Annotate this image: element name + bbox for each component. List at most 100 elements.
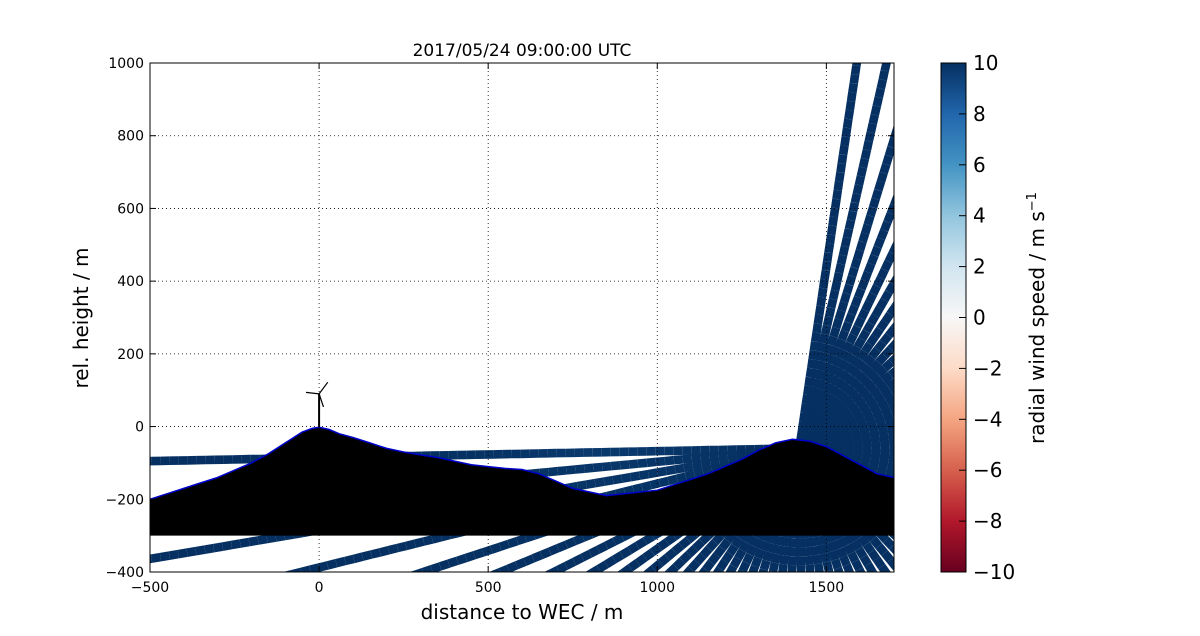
- scan-cell: [897, 513, 905, 518]
- scan-cell: [1150, 161, 1157, 167]
- scan-cell: [866, 334, 879, 347]
- scan-cell: [387, 543, 399, 555]
- scan-cell: [886, 397, 894, 409]
- scan-cell: [791, 583, 792, 592]
- scan-cell: [1101, 539, 1110, 542]
- scan-cell: [989, 505, 998, 508]
- scan-cell: [831, 558, 842, 570]
- scan-cell: [842, 340, 854, 353]
- scan-cell: [845, 275, 857, 287]
- scan-cell: [864, 562, 877, 572]
- scan-cell: [860, 270, 872, 283]
- scan-cell: [901, 506, 909, 511]
- scan-cell: [464, 551, 476, 563]
- scan-cell: [1107, 294, 1115, 298]
- scan-cell: [1127, 574, 1135, 577]
- scan-cell: [914, 474, 923, 476]
- scan-cell: [858, 329, 871, 342]
- scan-cell: [1079, 280, 1087, 285]
- scan-cell: [880, 259, 893, 272]
- scan-cell: [927, 113, 930, 121]
- scan-cell: [843, 543, 856, 556]
- scan-cell: [1140, 208, 1147, 213]
- scan-cell: [498, 539, 510, 551]
- scan-cell: [585, 569, 591, 572]
- scan-cell: [855, 546, 868, 559]
- scan-cell: [807, 358, 817, 369]
- scan-cell: [664, 548, 678, 561]
- scan-cell: [881, 311, 894, 325]
- scan-cell: [900, 292, 905, 299]
- scan-cell: [1135, 129, 1142, 135]
- scan-cell: [996, 97, 1001, 105]
- terrain-outline: [150, 426, 894, 501]
- scan-cell: [1161, 104, 1168, 110]
- scan-cell: [796, 429, 807, 441]
- scan-cell: [1062, 196, 1069, 202]
- scan-cell: [431, 533, 443, 544]
- scan-cell: [828, 289, 840, 301]
- scan-cell: [905, 560, 911, 567]
- scan-cell: [970, 83, 974, 91]
- scan-cell: [869, 284, 881, 296]
- scan-cell: [275, 576, 284, 578]
- scan-cell: [822, 561, 834, 572]
- scan-cell: [721, 582, 725, 590]
- scan-cell: [1188, 217, 1196, 222]
- scan-cell: [650, 559, 664, 572]
- scan-cell: [1075, 404, 1084, 405]
- scan-cell: [897, 494, 905, 498]
- scan-cell: [1077, 555, 1085, 558]
- scan-cell: [1111, 229, 1118, 234]
- scan-cell: [779, 554, 789, 565]
- scan-cell: [822, 381, 835, 394]
- scan-cell: [982, 243, 988, 250]
- scan-cell: [698, 566, 710, 572]
- scan-cell: [635, 537, 648, 550]
- y-tick-label: 0: [135, 420, 144, 436]
- scan-cell: [1010, 342, 1018, 346]
- scan-cell: [889, 544, 894, 555]
- scan-cell: [612, 533, 625, 546]
- scan-cell: [1155, 198, 1162, 203]
- scan-cell: [1091, 354, 1100, 357]
- scan-cell: [899, 526, 906, 532]
- scan-cell: [888, 243, 894, 255]
- scan-cell: [882, 536, 894, 550]
- scan-cell: [920, 543, 927, 549]
- scan-cell: [1155, 271, 1163, 275]
- scan-cell: [907, 253, 912, 261]
- scan-cell: [913, 420, 922, 422]
- scan-cell: [687, 559, 701, 572]
- scan-cell: [759, 578, 762, 587]
- scan-cell: [603, 475, 614, 486]
- scan-cell: [992, 105, 997, 113]
- y-tick-label: 600: [117, 201, 144, 217]
- scan-cell: [909, 490, 917, 493]
- colorbar-tick-label: 10: [973, 51, 998, 75]
- scan-cell: [780, 582, 781, 591]
- scan-cell: [882, 154, 894, 166]
- scan-cell: [1147, 498, 1156, 499]
- scan-cell: [750, 556, 763, 568]
- scan-cell: [904, 518, 912, 523]
- scan-cell: [574, 464, 585, 474]
- scan-cell: [1160, 332, 1169, 335]
- scan-cell: [972, 546, 980, 550]
- scan-cell: [933, 296, 939, 303]
- scan-cell: [1003, 544, 1011, 548]
- scan-cell: [1186, 533, 1195, 535]
- scan-cell: [1144, 552, 1153, 555]
- scan-cell: [1016, 239, 1023, 245]
- scan-cell: [909, 510, 917, 514]
- scan-cell: [1108, 348, 1117, 351]
- scan-cell: [976, 180, 981, 187]
- scan-cell: [230, 539, 242, 550]
- scan-cell: [1129, 84, 1135, 91]
- scan-cell: [1010, 397, 1019, 399]
- scan-cell: [1084, 583, 1092, 587]
- scan-cell: [1002, 346, 1010, 350]
- scan-cell: [837, 329, 850, 341]
- scan-cell: [818, 361, 830, 373]
- scan-cell: [856, 417, 868, 430]
